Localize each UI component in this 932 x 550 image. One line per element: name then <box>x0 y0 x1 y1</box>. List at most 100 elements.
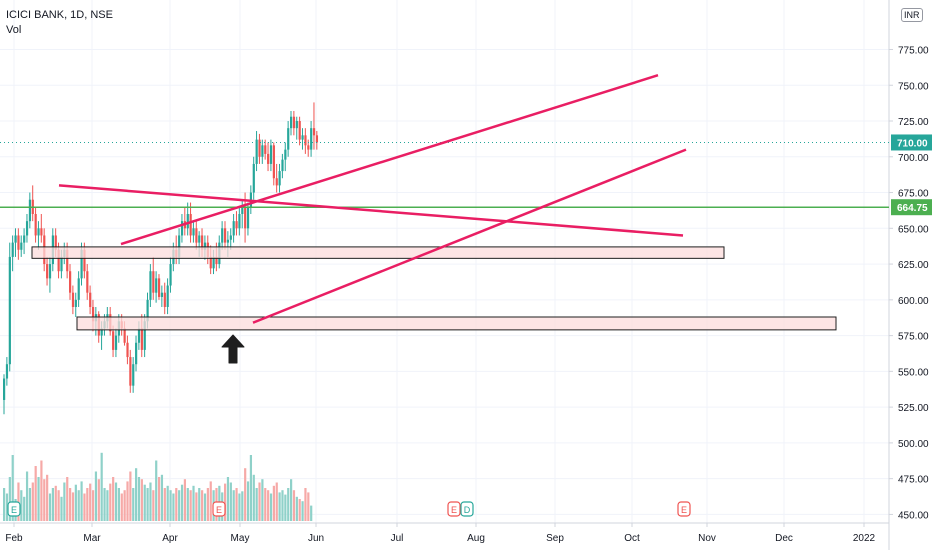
volume-bar <box>86 488 89 521</box>
event-marker: E <box>7 501 21 517</box>
volume-bar <box>287 488 290 521</box>
volume-bar <box>57 490 60 521</box>
up-arrow-annotation <box>221 334 245 364</box>
time-axis: Feb Mar Apr May Jun Jul Aug Sep Oct Nov Dec 2022 <box>5 523 876 544</box>
price-tick-label: 525.00 <box>898 403 929 414</box>
volume-bar <box>60 496 63 521</box>
volume-bar <box>103 488 106 521</box>
volume-bar <box>255 488 258 521</box>
event-marker-badge <box>447 501 461 517</box>
volume-bar <box>89 483 92 521</box>
volume-label: Vol <box>6 24 22 36</box>
candle <box>304 128 307 154</box>
volume-bar <box>272 485 275 521</box>
candle-body <box>189 214 192 236</box>
event-marker: E <box>447 501 461 517</box>
candle-body <box>307 145 310 150</box>
event-marker-label: E <box>451 505 457 515</box>
volume-bar <box>183 479 187 521</box>
candle-body <box>163 292 166 307</box>
volume-bar <box>31 482 34 521</box>
volume-bar <box>8 477 11 521</box>
price-tick-label: 600.00 <box>898 296 929 307</box>
candle <box>284 142 287 172</box>
candle <box>28 192 32 229</box>
time-tick-label: Mar <box>83 533 101 544</box>
candle <box>71 285 75 315</box>
candle <box>48 256 52 293</box>
volume-bar <box>298 499 301 521</box>
candle-body <box>152 271 155 293</box>
candle-body <box>232 221 235 236</box>
candle <box>292 111 296 136</box>
event-marker-label: E <box>11 505 17 515</box>
candle <box>278 163 281 193</box>
candle-body <box>37 228 40 236</box>
volume-bar <box>74 484 77 521</box>
price-tick-label: 450.00 <box>898 510 929 521</box>
price-tick-label: 475.00 <box>898 475 929 486</box>
volume-bar <box>295 496 298 521</box>
candle <box>132 357 135 393</box>
volume-bar <box>166 485 169 521</box>
candle-body <box>60 256 63 272</box>
candle <box>69 264 72 300</box>
candle-body <box>312 128 316 136</box>
candle-body <box>5 364 9 379</box>
candle-body <box>34 214 37 236</box>
volume-bar <box>269 493 273 521</box>
candle-body <box>278 171 281 186</box>
candle-body <box>238 214 241 229</box>
candle-body <box>255 139 258 164</box>
candle-body <box>146 299 149 322</box>
candle <box>315 131 319 150</box>
volume-bar <box>46 474 49 521</box>
candle <box>269 139 273 172</box>
candle-body <box>287 128 290 150</box>
event-marker-label: E <box>681 505 687 515</box>
volume-bar <box>155 460 158 521</box>
volume-bar <box>209 481 212 521</box>
candle-body <box>23 235 26 243</box>
candle-body <box>143 321 146 350</box>
candle <box>301 128 304 150</box>
volume-bar <box>137 477 141 521</box>
candle <box>37 221 40 250</box>
candle <box>163 282 166 315</box>
candle-body <box>166 285 169 307</box>
volume-bar <box>5 493 9 521</box>
candle <box>223 221 227 250</box>
candle <box>272 142 275 186</box>
candle <box>186 202 189 236</box>
candle <box>229 228 232 250</box>
candle <box>86 264 89 300</box>
price-tick-label: 700.00 <box>898 153 929 164</box>
price-label-box <box>891 134 932 151</box>
time-tick-label: Dec <box>775 533 793 544</box>
candle <box>169 256 172 293</box>
candle-body <box>132 364 135 386</box>
candle-body <box>192 228 195 236</box>
candle-body <box>198 235 201 243</box>
candle-body <box>281 159 284 172</box>
candle-body <box>201 235 204 250</box>
candle-body <box>86 271 89 293</box>
candle <box>11 235 14 272</box>
candle <box>25 214 29 243</box>
candle <box>17 228 20 260</box>
candle <box>31 185 34 222</box>
price-tick-label: 650.00 <box>898 224 929 235</box>
time-tick-label: Nov <box>698 533 716 544</box>
volume-bar <box>152 490 155 521</box>
volume-bar <box>129 471 132 521</box>
volume-bar <box>201 490 204 521</box>
volume-bar <box>290 479 293 521</box>
candle <box>46 256 49 286</box>
volume-bar <box>203 493 207 521</box>
volume-bar <box>54 485 57 521</box>
candle <box>295 116 298 140</box>
candle <box>255 131 258 172</box>
currency-badge[interactable]: INR <box>901 8 923 22</box>
